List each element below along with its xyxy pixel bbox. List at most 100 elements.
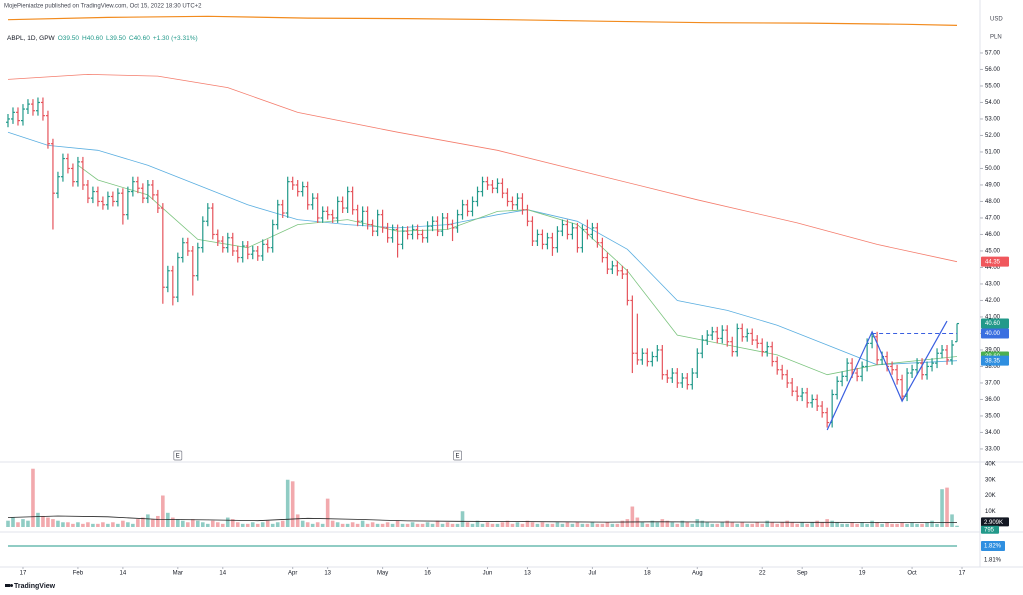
volume-bar xyxy=(745,523,750,527)
volume-bar xyxy=(600,523,605,527)
legend: ABPL, 1D, GPW O39.50 H40.60 L39.50 C40.60 +1.… xyxy=(7,35,198,42)
volume-bar xyxy=(146,514,150,527)
volume-bar xyxy=(520,523,525,527)
volume-bar xyxy=(645,523,650,527)
y-tick-label: 51.00 xyxy=(985,150,1001,156)
x-tick-label: Jun xyxy=(483,571,493,577)
volume-bar xyxy=(430,523,435,527)
y-tick-label: 54.00 xyxy=(985,100,1001,106)
volume-bar xyxy=(315,522,320,527)
volume-bar xyxy=(650,520,655,527)
volume-bar xyxy=(920,523,924,527)
volume-bar xyxy=(330,520,335,527)
volume-bar xyxy=(171,517,175,527)
volume-bar xyxy=(235,522,240,527)
volume-bar xyxy=(495,523,500,527)
legend-item: H40.60 xyxy=(82,35,103,42)
volume-bar xyxy=(700,520,705,527)
volume-bar xyxy=(690,523,695,527)
volume-bar xyxy=(610,523,615,527)
volume-bar xyxy=(800,522,804,527)
x-tick-label: 19 xyxy=(859,571,866,577)
y-tick-label: 41.00 xyxy=(985,315,1001,321)
volume-bar xyxy=(565,522,570,527)
x-tick-label: 18 xyxy=(644,571,651,577)
y-tick-label: 33.00 xyxy=(985,447,1001,453)
volume-bar xyxy=(195,520,200,527)
volume-bar xyxy=(855,523,859,527)
volume-bar xyxy=(625,519,630,527)
volume-bar xyxy=(220,523,225,527)
legend-item: L39.50 xyxy=(106,35,126,42)
volume-bar xyxy=(205,523,210,527)
x-tick-label: Sep xyxy=(797,571,808,577)
y-tick-label: 38.00 xyxy=(985,364,1001,370)
volume-bar xyxy=(545,523,550,527)
volume-bar xyxy=(830,520,834,527)
volume-bar xyxy=(795,523,799,527)
indicator-tag xyxy=(981,541,1005,551)
volume-bar xyxy=(61,522,65,527)
volume-bar xyxy=(300,520,305,527)
volume-bar xyxy=(835,522,839,527)
volume-bar xyxy=(6,520,10,527)
volume-bar xyxy=(770,522,775,527)
volume-tick-label: 40K xyxy=(985,462,996,468)
legend-item: ABPL, 1D, GPW xyxy=(7,35,56,42)
y-tick-label: 45.00 xyxy=(985,249,1001,255)
volume-bar xyxy=(106,523,110,527)
volume-bar xyxy=(665,520,670,527)
currency: PLN xyxy=(990,35,1002,41)
volume-bar xyxy=(230,519,235,527)
volume-bar xyxy=(415,523,420,527)
volume-bar xyxy=(191,519,195,527)
x-tick-label: 13 xyxy=(324,571,331,577)
y-tick-label: 43.00 xyxy=(985,282,1001,288)
y-tick-label: 36.00 xyxy=(985,397,1001,403)
volume-bar xyxy=(670,522,675,527)
volume-bar xyxy=(820,522,824,527)
volume-bar xyxy=(400,523,405,527)
price-tag xyxy=(981,355,1009,366)
x-tick-label: Feb xyxy=(73,571,84,577)
volume-tick-label: 20K xyxy=(985,493,996,499)
volume-bar xyxy=(570,523,575,527)
volume-bar xyxy=(41,515,45,527)
volume-ma xyxy=(7,515,958,524)
volume-bar xyxy=(955,525,959,527)
volume-bar xyxy=(915,523,919,527)
volume-bar xyxy=(445,522,450,527)
indicator-label: 1.82% xyxy=(984,544,1002,550)
volume-bar xyxy=(925,522,929,527)
volume-bar xyxy=(585,523,590,527)
x-tick-label: 22 xyxy=(759,571,766,577)
volume-bar xyxy=(640,522,645,527)
y-tick-label: 55.00 xyxy=(985,84,1001,90)
y-tick-label: 35.00 xyxy=(985,414,1001,420)
logo-icon xyxy=(5,584,13,587)
volume-bar xyxy=(255,523,260,527)
x-tick-label: May xyxy=(377,571,388,577)
volume-bar xyxy=(900,522,904,527)
event-marker xyxy=(173,450,183,461)
x-tick-label: Oct xyxy=(907,571,917,577)
volume-bar xyxy=(126,522,130,527)
x-tick-label: Jul xyxy=(589,571,597,577)
volume-bar xyxy=(435,520,440,527)
volume-bar xyxy=(121,520,125,527)
volume-bar xyxy=(350,522,355,527)
volume-bar xyxy=(475,520,480,527)
volume-bar xyxy=(605,522,610,527)
volume-bar xyxy=(730,522,735,527)
logo: TradingView xyxy=(14,583,56,590)
volume-bar xyxy=(765,520,770,527)
price-tag-label: 40.00 xyxy=(985,331,1001,337)
volume-bar xyxy=(715,523,720,527)
volume-bar xyxy=(590,522,595,527)
volume-bar xyxy=(71,523,75,527)
volume-bar xyxy=(375,523,380,527)
volume-bar xyxy=(390,523,395,527)
price-tag xyxy=(981,328,1009,339)
volume-bar xyxy=(740,522,745,527)
